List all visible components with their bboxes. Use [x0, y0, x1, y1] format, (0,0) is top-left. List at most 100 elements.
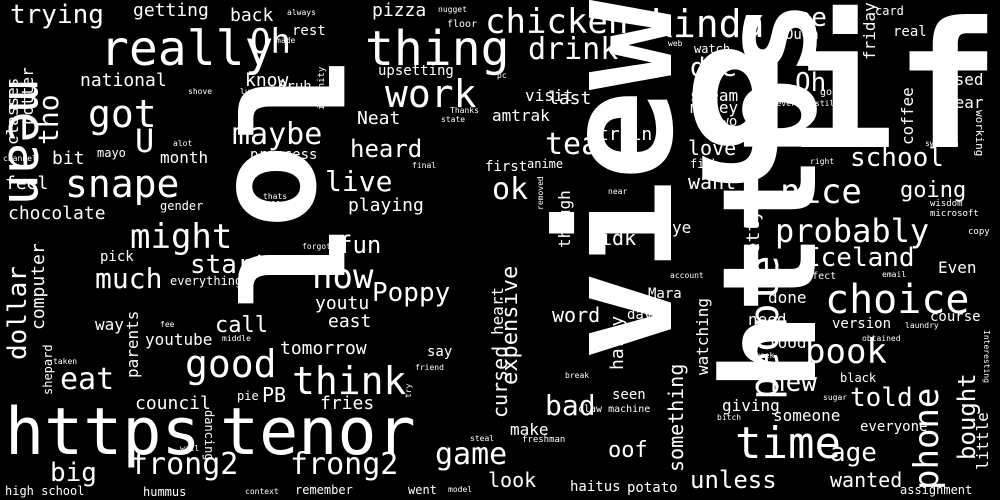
- word-account: account: [670, 271, 704, 280]
- word-tea: tea: [545, 127, 600, 162]
- word-now: now: [312, 257, 374, 297]
- word-train: train: [598, 124, 653, 145]
- word-pie: pie: [237, 389, 259, 403]
- word-final: final: [412, 161, 437, 170]
- word-good: good: [185, 342, 277, 386]
- word-right: right: [810, 157, 835, 166]
- word-mara: Mara: [648, 286, 682, 302]
- word-everyone: everyone: [860, 419, 928, 435]
- word-food: food: [768, 333, 807, 352]
- word-tho: tho: [32, 94, 65, 145]
- word-copy: copy: [968, 227, 990, 237]
- word-parents: parents: [123, 310, 142, 378]
- word-still: still: [815, 99, 840, 108]
- word-cursed: cursed: [488, 345, 512, 418]
- word-got: got: [88, 92, 157, 136]
- word-start: start: [190, 250, 269, 280]
- word-o: Oh: [250, 22, 291, 62]
- word-want: want: [688, 170, 737, 194]
- word-fish: fish: [690, 157, 719, 171]
- word-sugar: sugar: [823, 393, 848, 402]
- word-look: look: [488, 468, 537, 492]
- word-card: card: [875, 4, 904, 18]
- word-see: see: [780, 3, 827, 33]
- word-might: might: [130, 217, 233, 257]
- word-going: going: [900, 178, 967, 203]
- word-steal: steal: [470, 434, 495, 443]
- word-poppy: Poppy: [372, 278, 451, 308]
- word-thing: thing: [365, 21, 510, 77]
- word-word: word: [552, 303, 601, 327]
- word-heart: heart: [488, 286, 507, 335]
- word-month: month: [160, 148, 209, 167]
- word-told: told: [850, 383, 913, 413]
- word-east: east: [328, 311, 372, 332]
- word-little: little: [973, 412, 992, 470]
- word-laundry: laundry: [905, 321, 939, 330]
- word-youtu: youtu: [315, 293, 370, 314]
- word-tenor: tenor: [220, 395, 416, 470]
- word-went: went: [408, 483, 437, 497]
- word-steam: steam: [690, 86, 739, 105]
- word-watching: watching: [693, 297, 712, 375]
- word-potter: potter: [18, 67, 37, 125]
- word-kinda: kinda: [650, 2, 765, 46]
- word-seen: seen: [612, 387, 646, 403]
- word-think: think: [292, 359, 407, 403]
- word-amtrak: amtrak: [492, 106, 550, 125]
- word-week: week: [755, 351, 775, 360]
- word-u: U: [135, 122, 155, 160]
- word-back: back: [230, 5, 274, 26]
- word-real: real: [893, 24, 927, 40]
- word-thanks: Thanks: [450, 106, 479, 115]
- word-working: working: [973, 110, 986, 157]
- word-remember: remember: [295, 483, 353, 497]
- word-taken: taken: [53, 357, 78, 366]
- word-friend: friend: [415, 363, 444, 372]
- word-dancing: dancing: [202, 410, 216, 461]
- word-done: done: [768, 288, 807, 307]
- word-fries: fries: [320, 393, 375, 414]
- word-swedish: swedish: [925, 139, 959, 148]
- word-email: email: [882, 270, 907, 279]
- word-visit: visit: [525, 86, 574, 105]
- word-mayo: mayo: [97, 146, 126, 160]
- word-made: made: [276, 36, 296, 45]
- word-bit: bit: [52, 148, 85, 169]
- word-call: call: [215, 313, 268, 338]
- word-fee: fee: [160, 320, 175, 329]
- word-wall: wall: [180, 444, 200, 453]
- word-assignment: assignment: [900, 483, 973, 497]
- word-microsoft: microsoft: [930, 209, 979, 219]
- word-live: live: [325, 165, 393, 198]
- word-national: national: [80, 70, 167, 91]
- word-pick: pick: [100, 249, 134, 265]
- word-fun: fun: [338, 231, 382, 259]
- word-high-school: high school: [5, 484, 85, 498]
- word-big: big: [50, 458, 97, 488]
- word-haitus: haitus: [570, 479, 621, 495]
- word-chicken: chicken: [485, 2, 629, 42]
- word-though: though: [555, 190, 574, 248]
- word-state: state: [441, 115, 466, 124]
- word-frong2-b: frong2: [290, 447, 399, 482]
- word-neat: Neat: [357, 108, 401, 129]
- word-first: first: [485, 159, 528, 175]
- word-pretty: pretty: [743, 209, 764, 275]
- word-bitch: bitch: [717, 413, 742, 422]
- word-two: two: [712, 114, 738, 130]
- word-wisdom: wisdom: [930, 199, 963, 209]
- word-break: break: [565, 371, 590, 380]
- word-watch: watch: [694, 42, 731, 56]
- word-anime: anime: [527, 157, 564, 171]
- word-game: game: [435, 437, 508, 472]
- word-rest: rest: [292, 23, 326, 39]
- word-frong2-a: frong2: [130, 447, 239, 482]
- word-nice: nice: [780, 172, 862, 212]
- word-old: old: [697, 75, 712, 84]
- word-gonna: gonna: [820, 87, 851, 98]
- word-model: model: [448, 485, 473, 494]
- word-everything: everything: [170, 274, 243, 288]
- word-gif: gif: [683, 0, 1000, 189]
- word-black: black: [840, 371, 877, 385]
